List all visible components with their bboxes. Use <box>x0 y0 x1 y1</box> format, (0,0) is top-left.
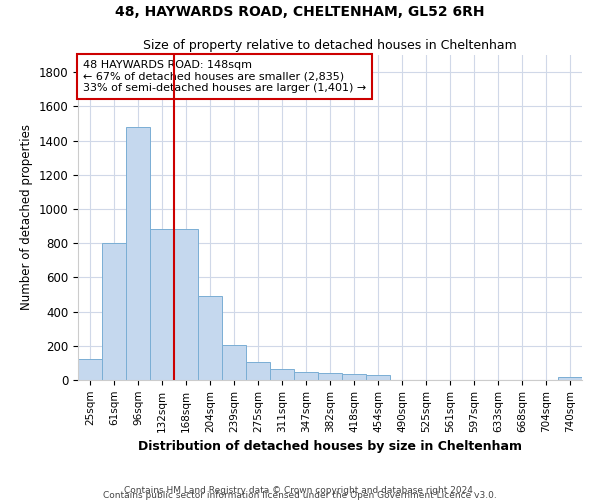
Title: Size of property relative to detached houses in Cheltenham: Size of property relative to detached ho… <box>143 40 517 52</box>
Text: Contains public sector information licensed under the Open Government Licence v3: Contains public sector information licen… <box>103 490 497 500</box>
Y-axis label: Number of detached properties: Number of detached properties <box>20 124 33 310</box>
Bar <box>102 243 126 380</box>
Text: Contains HM Land Registry data © Crown copyright and database right 2024.: Contains HM Land Registry data © Crown c… <box>124 486 476 495</box>
Bar <box>78 358 102 380</box>
Text: 48, HAYWARDS ROAD, CHELTENHAM, GL52 6RH: 48, HAYWARDS ROAD, CHELTENHAM, GL52 6RH <box>115 5 485 19</box>
Bar <box>126 127 150 380</box>
Bar <box>270 369 294 380</box>
Bar <box>294 372 318 380</box>
Bar <box>366 375 390 380</box>
Bar <box>222 345 246 380</box>
Bar <box>342 374 366 380</box>
Bar <box>174 230 198 380</box>
Bar <box>150 230 174 380</box>
X-axis label: Distribution of detached houses by size in Cheltenham: Distribution of detached houses by size … <box>138 440 522 453</box>
Bar <box>198 296 222 380</box>
Bar <box>246 362 270 380</box>
Bar <box>318 373 342 380</box>
Text: 48 HAYWARDS ROAD: 148sqm
← 67% of detached houses are smaller (2,835)
33% of sem: 48 HAYWARDS ROAD: 148sqm ← 67% of detach… <box>83 60 366 93</box>
Bar <box>558 376 582 380</box>
